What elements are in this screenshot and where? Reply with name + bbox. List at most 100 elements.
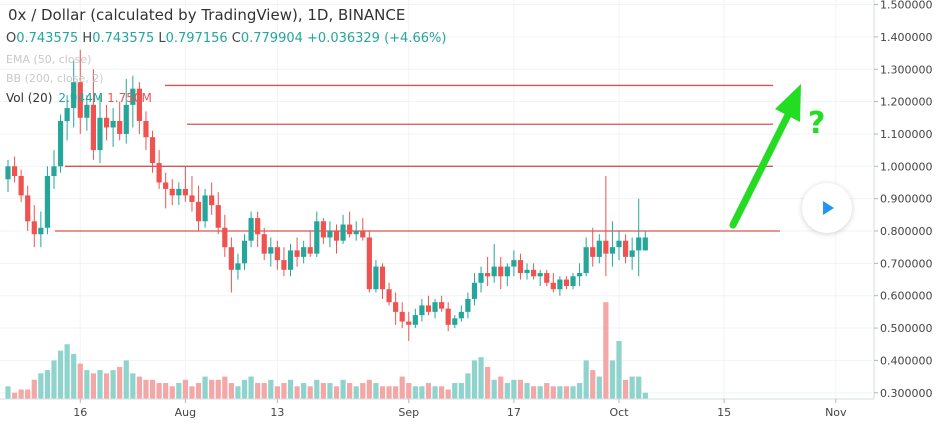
volume-bar — [97, 370, 103, 399]
time-tick-label: Oct — [609, 406, 629, 419]
volume-bar — [386, 386, 392, 399]
volume-bar — [399, 376, 405, 399]
candle-body — [642, 237, 648, 251]
high-value: 0.743575 — [92, 31, 155, 46]
volume-bar — [90, 373, 97, 399]
volume-bar — [228, 383, 234, 399]
candle-body — [386, 289, 392, 303]
level-layer — [55, 84, 780, 232]
volume-bar — [202, 376, 208, 399]
volume-bar — [504, 383, 510, 399]
volume-bar — [123, 360, 129, 399]
volume-bar — [563, 386, 570, 399]
volume-bar — [596, 376, 602, 399]
candle-body — [622, 240, 629, 257]
candle-body — [209, 195, 215, 206]
candle-body — [274, 247, 280, 261]
time-tick-label: 16 — [73, 406, 87, 419]
volume-bar — [84, 370, 90, 399]
candle-body — [353, 231, 359, 235]
candle-body — [498, 266, 504, 277]
candle-body — [537, 273, 543, 277]
low-value: 0.797156 — [165, 31, 228, 46]
volume-bar — [57, 350, 64, 399]
arrow-layer — [729, 84, 801, 229]
play-icon — [823, 201, 834, 215]
candle-body — [603, 240, 609, 254]
candle-body — [544, 273, 550, 283]
volume-bar — [110, 370, 116, 399]
volume-bar — [636, 376, 642, 399]
candle-body — [38, 227, 44, 235]
candle-body — [340, 224, 346, 241]
price-tick-label: 0.700000 — [880, 257, 933, 270]
candle-body — [314, 221, 320, 254]
bb-indicator-label[interactable]: BB (200, close, 2) — [6, 72, 104, 85]
candle-body — [563, 279, 570, 286]
volume-bar — [360, 383, 366, 399]
candle-body — [570, 276, 576, 286]
candle-body — [590, 247, 596, 257]
volume-bar — [347, 383, 353, 399]
play-button[interactable] — [802, 183, 852, 233]
candle-body — [51, 166, 57, 177]
time-tick-label: Sep — [398, 406, 419, 419]
volume-bar — [616, 340, 622, 399]
candle-body — [557, 279, 563, 290]
forecast-arrow-shaft — [729, 109, 793, 229]
volume-bar — [471, 360, 478, 399]
volume-bar — [71, 353, 77, 399]
candle-body — [531, 269, 537, 277]
volume-bar — [517, 379, 524, 399]
volume-bar — [458, 383, 464, 399]
volume-bar — [51, 360, 57, 399]
ema-indicator-label[interactable]: EMA (50, close) — [6, 53, 92, 66]
candle-body — [110, 121, 116, 128]
candle-body — [117, 121, 123, 134]
candle-body — [327, 231, 333, 238]
candle-body — [320, 221, 326, 238]
candle-body — [458, 311, 464, 319]
candle-body — [64, 108, 70, 122]
candle-body — [504, 266, 510, 277]
volume-bar — [31, 379, 37, 399]
candle-layer — [5, 49, 648, 341]
candle-body — [130, 88, 136, 105]
volume-bar — [557, 386, 563, 399]
candle-body — [596, 240, 602, 257]
volume-bar — [307, 386, 313, 399]
time-tick-label: Nov — [825, 406, 847, 419]
candle-body — [163, 182, 169, 189]
candle-body — [11, 166, 18, 177]
volume-bar — [281, 383, 287, 399]
volume-readout[interactable]: Vol (20) 2.944M 1.750M — [6, 91, 152, 105]
volume-bar — [425, 383, 432, 399]
volume-bar — [491, 379, 497, 399]
candle-body — [228, 247, 234, 270]
volume-bar — [130, 373, 136, 399]
candle-body — [90, 104, 97, 151]
volume-bar — [209, 379, 215, 399]
volume-bar — [583, 360, 589, 399]
axis-layer: 1.500000 1.400000 1.300000 1.200000 1.100000… — [0, 0, 933, 419]
volume-bar — [642, 392, 648, 399]
candle-body — [103, 117, 110, 128]
volume-bar — [478, 357, 484, 399]
candle-body — [136, 88, 142, 122]
volume-bar — [195, 383, 202, 399]
volume-bar — [241, 379, 248, 399]
volume-bar — [301, 383, 307, 399]
candle-body — [25, 195, 31, 222]
time-tick-label: 15 — [717, 406, 731, 419]
volume-bar — [182, 379, 188, 399]
candle-body — [195, 201, 202, 222]
candle-body — [478, 273, 484, 283]
volume-bar — [320, 383, 326, 399]
grid-layer — [0, 0, 872, 399]
volume-bar — [64, 344, 70, 399]
candle-body — [307, 247, 313, 254]
close-label: C — [231, 31, 241, 46]
candle-body — [44, 176, 51, 228]
candle-body — [18, 176, 24, 196]
